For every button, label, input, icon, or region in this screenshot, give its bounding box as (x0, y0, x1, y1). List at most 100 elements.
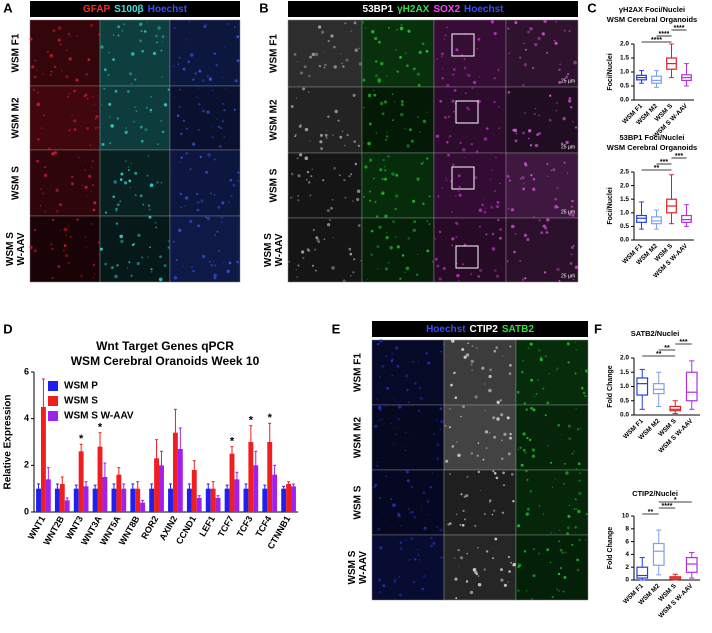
micrograph-speck (160, 182, 163, 184)
micrograph-speck (425, 49, 429, 53)
micrograph-speck (128, 179, 132, 183)
micrograph-speck (522, 432, 526, 436)
micrograph-speck (134, 194, 137, 197)
bar (102, 477, 108, 512)
micrograph-speck (76, 35, 79, 37)
micrograph-speck (211, 125, 213, 127)
micrograph-speck (422, 161, 425, 164)
micrograph-speck (507, 556, 510, 558)
micrograph-speck (160, 120, 163, 122)
micrograph-speck (192, 78, 195, 81)
micrograph-speck (301, 250, 305, 254)
micrograph-speck (332, 134, 334, 136)
micrograph-speck (34, 45, 36, 47)
micrograph-speck (538, 114, 540, 117)
micrograph (29, 215, 101, 283)
micrograph-speck (131, 83, 133, 85)
micrograph-speck (75, 121, 77, 123)
micrograph-speck (546, 548, 550, 552)
micrograph-signal (30, 216, 100, 282)
micrograph-speck (379, 101, 384, 106)
inset-box (451, 33, 475, 57)
micrograph-speck (363, 106, 366, 109)
y-tick-label: 4 (625, 551, 629, 558)
row-label: WSM M2 (11, 97, 22, 139)
micrograph-speck (413, 581, 415, 584)
micrograph-speck (340, 53, 342, 55)
micrograph-speck (410, 537, 414, 540)
micrograph-speck (553, 39, 556, 42)
micrograph-speck (299, 124, 302, 127)
micrograph-speck (305, 178, 308, 181)
micrograph-speck (500, 413, 504, 417)
micrograph-speck (552, 168, 556, 172)
micrograph-speck (197, 224, 201, 228)
legend-swatch (48, 411, 58, 421)
micrograph-speck (427, 361, 431, 365)
micrograph-speck (507, 91, 511, 94)
micrograph-speck (546, 51, 548, 54)
micrograph-speck (453, 110, 455, 113)
micrograph-speck (412, 228, 416, 232)
box (681, 214, 692, 223)
micrograph-speck (384, 214, 388, 218)
micrograph-speck (413, 515, 417, 519)
micrograph-speck (527, 30, 530, 34)
micrograph-speck (483, 137, 488, 141)
chart-subtitle: WSM Cerebral Organoids (607, 15, 697, 24)
micrograph-signal (100, 86, 170, 150)
micrograph-speck (501, 439, 503, 442)
micrograph-speck (381, 418, 384, 421)
micrograph-speck (126, 267, 128, 269)
micrograph-speck (139, 22, 143, 26)
micrograph-speck (557, 424, 560, 427)
micrograph-speck (556, 102, 558, 104)
micrograph-speck (327, 223, 331, 227)
micrograph-speck (63, 227, 68, 232)
micrograph-speck (161, 35, 165, 39)
micrograph-speck (77, 156, 80, 159)
micrograph-speck (92, 184, 94, 187)
micrograph-speck (491, 513, 494, 516)
y-tick-label: 0.0 (620, 412, 629, 419)
chart-title: CTIP2/Nuclei (632, 489, 678, 498)
micrograph-speck (188, 20, 191, 23)
micrograph-speck (44, 223, 47, 225)
micrograph-speck (343, 178, 346, 182)
micrograph-speck (392, 444, 395, 446)
micrograph-speck (432, 541, 436, 545)
micrograph-speck (161, 76, 163, 78)
micrograph-speck (198, 69, 202, 73)
micrograph-speck (493, 101, 496, 104)
micrograph-speck (304, 156, 309, 160)
micrograph-speck (565, 140, 569, 145)
micrograph (443, 404, 517, 471)
y-tick-label: 4 (24, 413, 29, 423)
micrograph-speck (571, 452, 574, 455)
micrograph-speck (488, 432, 491, 434)
row-label: WSM M2 (269, 99, 280, 141)
inset-box (455, 100, 479, 124)
micrograph-speck (306, 248, 310, 251)
micrograph-speck (185, 152, 188, 155)
micrograph-speck (490, 20, 495, 24)
micrograph-speck (41, 192, 44, 195)
micrograph-speck (65, 234, 68, 236)
micrograph-speck (567, 424, 571, 428)
micrograph-speck (110, 266, 114, 270)
micrograph-speck (149, 183, 154, 187)
micrograph-speck (83, 95, 86, 98)
micrograph-speck (457, 453, 461, 457)
micrograph-speck (145, 106, 148, 110)
micrograph-speck (131, 243, 135, 246)
micrograph-speck (190, 267, 193, 269)
channel-header-text: GFAP S100β Hoechst (83, 4, 188, 15)
micrograph-speck (396, 70, 399, 73)
channel-header (372, 321, 588, 337)
micrograph-speck (178, 56, 181, 59)
micrograph-speck (295, 269, 297, 271)
micrograph-speck (176, 114, 180, 117)
micrograph-speck (146, 175, 149, 177)
micrograph-speck (390, 498, 393, 501)
micrograph-speck (438, 277, 442, 281)
